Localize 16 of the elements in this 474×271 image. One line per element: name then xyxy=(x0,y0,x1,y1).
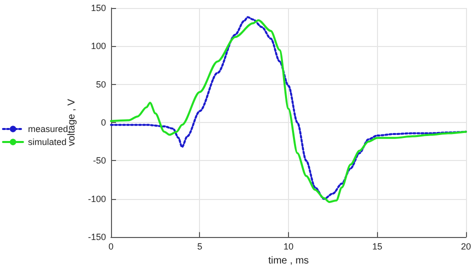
y-tick-label: 100 xyxy=(90,41,106,52)
legend-label: simulated xyxy=(28,137,67,147)
y-tick-label: 0 xyxy=(100,118,106,128)
y-axis-title: voltage , V xyxy=(66,98,78,146)
x-tick-label: 5 xyxy=(197,242,202,252)
x-tick-label: 15 xyxy=(372,242,382,252)
y-tick-label: -150 xyxy=(88,232,106,242)
y-tick-label: 150 xyxy=(90,3,106,13)
y-tick-label: -100 xyxy=(88,194,106,204)
x-tick-label: 10 xyxy=(283,242,294,252)
x-tick-label: 20 xyxy=(460,242,471,252)
y-tick-label: -50 xyxy=(92,156,106,166)
x-axis-title: time , ms xyxy=(268,256,309,266)
y-tick-label: 50 xyxy=(96,79,106,90)
x-tick-label: 0 xyxy=(108,242,114,252)
legend-label: measured xyxy=(28,124,68,134)
